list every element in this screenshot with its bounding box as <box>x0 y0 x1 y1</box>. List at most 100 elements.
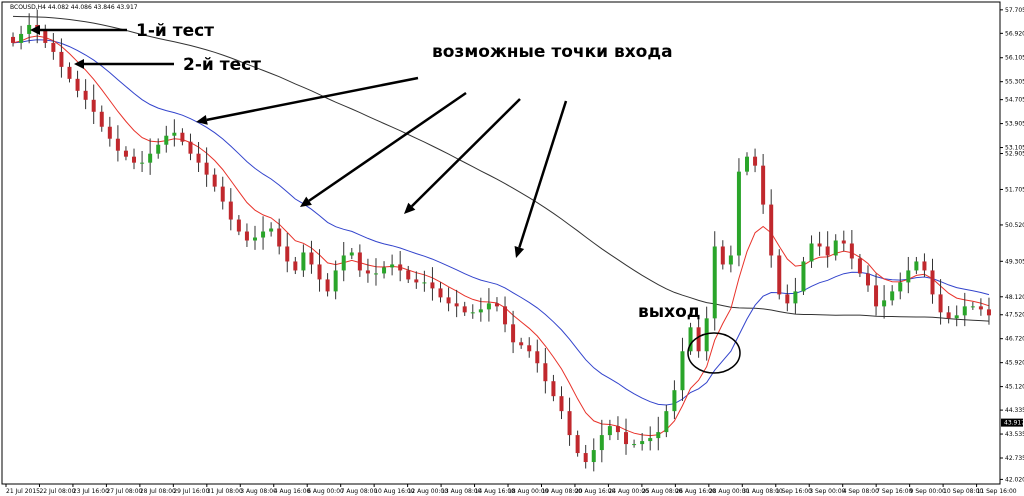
annotation-entry-points: возможные точки входа <box>432 42 673 62</box>
candle-body <box>793 291 798 304</box>
candle-body <box>220 186 225 202</box>
x-tick-label: 22 Jul 08:00 <box>39 488 75 495</box>
x-tick-label: 3 Aug 08:00 <box>240 488 277 495</box>
candle-body <box>309 252 314 265</box>
plot-frame <box>1 1 1001 485</box>
candle-body <box>535 351 540 364</box>
candle-body <box>51 42 56 52</box>
candle-body <box>978 306 983 310</box>
y-tick-label: 56.105 <box>1005 55 1024 62</box>
candle-body <box>898 282 903 292</box>
candle-body <box>67 66 72 79</box>
y-tick-label: 48.120 <box>1005 294 1024 301</box>
y-tick-label: 53.105 <box>1005 145 1024 152</box>
x-tick-label: 12 Aug 00:00 <box>408 488 449 495</box>
candle-body <box>75 78 80 91</box>
candle-body <box>801 261 806 292</box>
candle-body <box>148 153 153 163</box>
candle-body <box>132 156 137 163</box>
y-tick-label: 42.735 <box>1005 455 1024 462</box>
entry-point-arrowhead <box>514 246 525 258</box>
candle-body <box>704 318 709 352</box>
candle-body <box>228 201 233 220</box>
entry-point-arrow <box>518 100 568 248</box>
annotation-first-test: 1-й тест <box>136 21 214 41</box>
candle-body <box>543 363 548 382</box>
x-tick-label: 31 Jul 08:00 <box>207 488 243 495</box>
candle-body <box>946 312 951 319</box>
y-tick-label: 50.520 <box>1005 222 1024 229</box>
candle-body <box>841 240 846 244</box>
slow-moving-average-line <box>12 15 990 322</box>
candle-body <box>857 258 862 274</box>
candle-body <box>656 432 661 439</box>
price-marker-box <box>1001 418 1023 427</box>
y-tick-label: 54.705 <box>1005 97 1024 104</box>
x-tick-label: 1 Sep 16:00 <box>776 488 812 495</box>
x-tick-label: 28 Jul 08:00 <box>140 488 176 495</box>
candle-body <box>212 174 217 187</box>
candle-body <box>365 270 370 274</box>
candle-body <box>712 246 717 319</box>
candle-body <box>777 255 782 295</box>
candle-body <box>769 204 774 256</box>
candle-body <box>640 441 645 445</box>
y-tick-label: 53.905 <box>1005 121 1024 128</box>
candle-body <box>123 150 128 157</box>
entry-point-arrow <box>410 98 521 208</box>
candle-body <box>720 246 725 265</box>
candle-body <box>333 270 338 292</box>
candle-body <box>575 435 580 454</box>
candle-body <box>890 291 895 301</box>
candle-body <box>664 411 669 433</box>
candle-body <box>527 345 532 352</box>
candle-body <box>591 450 596 463</box>
candle-body <box>478 309 483 313</box>
candle-body <box>317 264 322 280</box>
arrowhead-second-test <box>74 59 84 69</box>
y-tick-label: 57.705 <box>1005 7 1024 14</box>
candle-body <box>373 273 378 275</box>
candle-body <box>99 111 104 127</box>
symbol-header: BCOUSD,H4 44.082 44.086 43.846 43.917 <box>10 4 138 11</box>
annotation-exit: выход <box>638 302 701 322</box>
candle-body <box>986 309 991 316</box>
candle-body <box>325 279 330 292</box>
candle-body <box>293 261 298 271</box>
candle-body <box>833 240 838 256</box>
candle-body <box>59 51 64 67</box>
x-tick-label: 3 Sep 00:00 <box>809 488 845 495</box>
candle-body <box>874 285 879 307</box>
candle-body <box>486 303 491 310</box>
candle-body <box>357 252 362 271</box>
y-tick-label: 43.535 <box>1005 431 1024 438</box>
candle-body <box>672 390 677 412</box>
x-tick-label: 7 Sep 16:00 <box>876 488 912 495</box>
candle-body <box>422 282 427 284</box>
candle-body <box>196 153 201 163</box>
candle-body <box>503 306 508 325</box>
annotation-second-test: 2-й тест <box>183 55 261 75</box>
candle-body <box>745 156 749 172</box>
candle-body <box>301 252 306 271</box>
candle-body <box>696 327 701 352</box>
candle-body <box>753 156 758 166</box>
candle-body <box>277 228 282 247</box>
y-tick-label: 51.705 <box>1005 186 1024 193</box>
candle-body <box>865 273 870 286</box>
candle-body <box>551 381 556 397</box>
x-tick-label: 21 Jul 2015 <box>6 488 40 495</box>
candle-body <box>914 261 919 271</box>
candle-body <box>809 243 814 262</box>
candle-body <box>382 267 387 274</box>
candle-body <box>140 162 145 164</box>
candle-body <box>11 36 16 43</box>
x-tick-label: 10 Sep 08:00 <box>943 488 983 495</box>
x-tick-label: 10 Aug 16:00 <box>374 488 415 495</box>
x-tick-label: 14 Aug 16:00 <box>475 488 516 495</box>
candle-body <box>269 228 274 232</box>
candle-body <box>599 435 604 451</box>
candle-body <box>559 396 564 412</box>
candle-body <box>688 327 693 352</box>
